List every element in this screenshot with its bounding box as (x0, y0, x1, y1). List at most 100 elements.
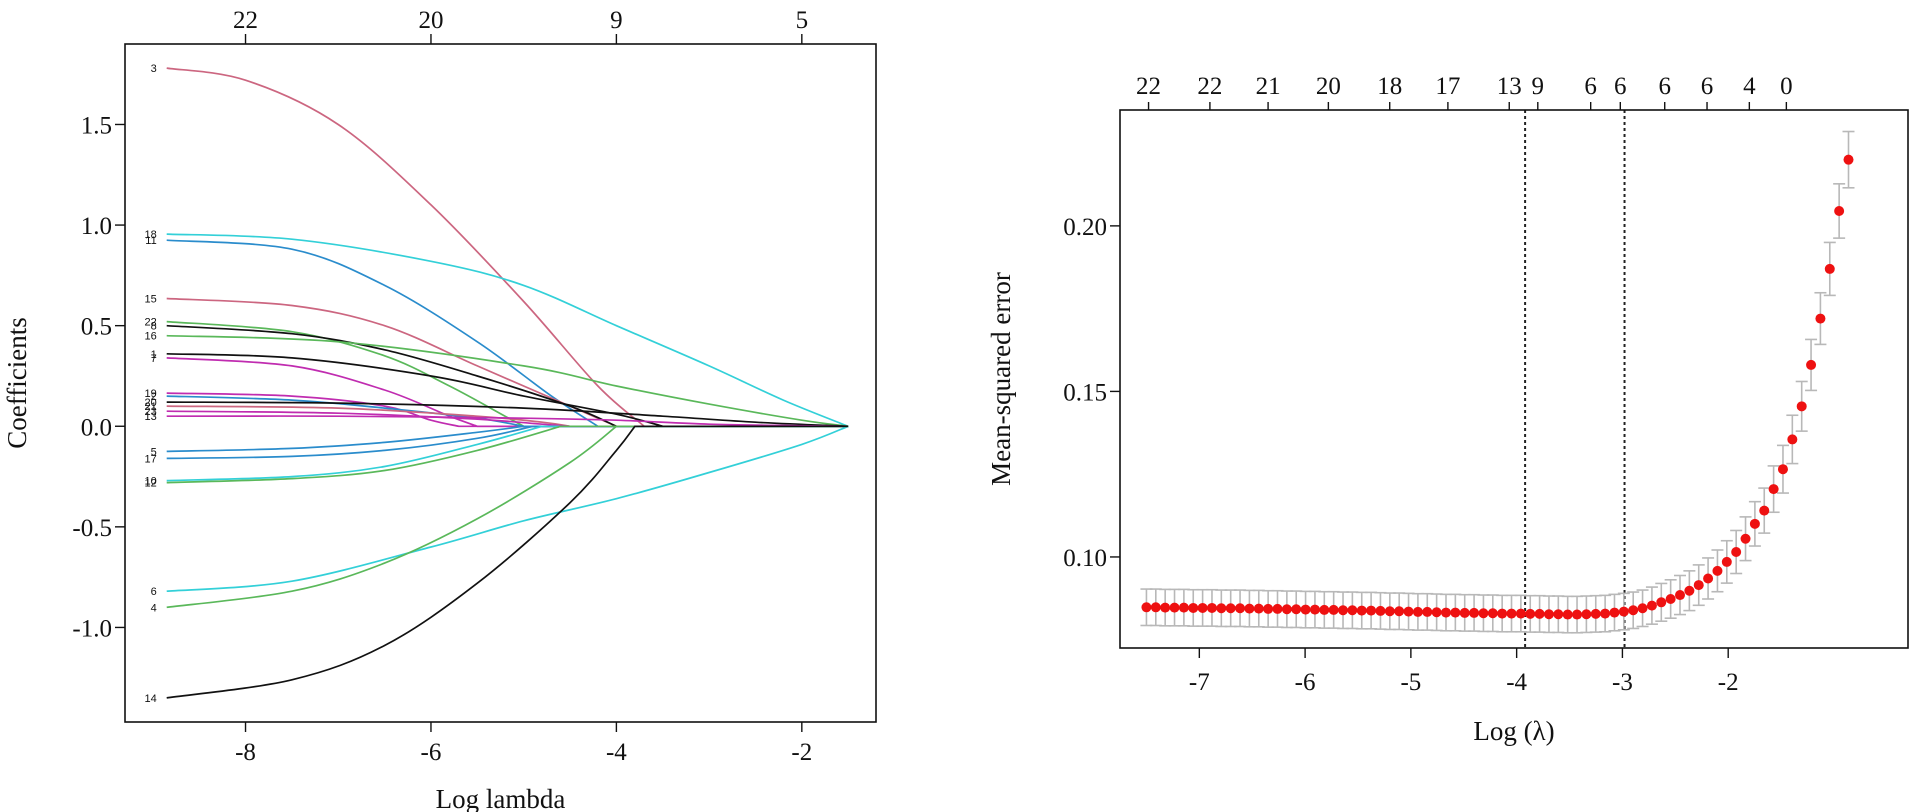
mse-point (1235, 603, 1246, 614)
mse-point (1515, 608, 1526, 619)
path-label: 8 (151, 321, 157, 333)
mse-point (1646, 600, 1657, 611)
path-label: 7 (151, 353, 157, 365)
coef-path-22 (166, 320, 849, 428)
x-tick-label: -8 (235, 739, 256, 766)
top-tick-label: 6 (1614, 73, 1627, 100)
top-tick-label: 6 (1584, 73, 1597, 100)
mse-point (1618, 606, 1629, 617)
mse-point (1440, 607, 1451, 618)
top-tick-label: 5 (796, 7, 809, 34)
mse-point (1141, 602, 1152, 613)
y-tick-label: -1.0 (72, 615, 112, 642)
x-tick-label: -6 (421, 739, 442, 766)
mse-point (1412, 606, 1423, 617)
mse-point (1347, 605, 1358, 616)
mse-point (1459, 607, 1470, 618)
top-tick-label: 9 (1532, 73, 1545, 100)
path-label: 15 (144, 294, 156, 306)
mse-point (1469, 607, 1480, 618)
mse-point (1534, 608, 1545, 619)
mse-point (1422, 606, 1433, 617)
y-axis-label: Mean-squared error (986, 272, 1016, 486)
mse-point (1656, 597, 1667, 608)
x-tick-label: -2 (791, 739, 812, 766)
path-label: 20 (144, 397, 156, 409)
mse-point (1590, 608, 1601, 619)
plot-frame (1119, 109, 1909, 649)
y-axis-ticks: 1.5 1.0 0.5 0.0 -0.5 -1.0 (72, 112, 125, 642)
mse-point (1253, 603, 1264, 614)
path-label: 14 (144, 693, 156, 705)
y-tick-label: 0.10 (1063, 545, 1107, 572)
coef-path-17 (166, 425, 849, 460)
mse-point (1843, 154, 1854, 165)
path-label: 12 (144, 478, 156, 490)
mse-point (1712, 565, 1723, 576)
mse-point (1178, 602, 1189, 613)
error-bars (1140, 130, 1855, 634)
mse-point (1300, 604, 1311, 615)
path-label: 4 (151, 602, 157, 614)
top-tick-label: 22 (233, 7, 258, 34)
x-tick-label: -5 (1400, 669, 1421, 696)
mse-point (1675, 590, 1686, 601)
coef-path-8 (166, 324, 849, 428)
top-tick-label: 17 (1435, 73, 1460, 100)
mse-point (1684, 585, 1695, 596)
mse-point (1206, 602, 1217, 613)
coef-path-6 (166, 425, 849, 593)
mse-point (1572, 609, 1583, 620)
path-label: 16 (144, 331, 156, 343)
mse-point (1543, 609, 1554, 620)
mse-point (1263, 603, 1274, 614)
mse-point (1309, 604, 1320, 615)
mse-point (1796, 401, 1807, 412)
y-tick-label: 1.0 (81, 213, 112, 240)
mse-point (1197, 602, 1208, 613)
coef-path-16 (166, 334, 849, 428)
top-tick-label: 13 (1497, 73, 1522, 100)
coef-path-4 (166, 425, 849, 609)
mse-point (1768, 484, 1779, 495)
top-tick-label: 4 (1743, 73, 1756, 100)
mse-point (1749, 518, 1760, 529)
mse-point (1384, 606, 1395, 617)
coef-path-7 (166, 357, 849, 428)
top-tick-label: 18 (1377, 73, 1402, 100)
path-label: 13 (144, 411, 156, 423)
coefficient-paths (166, 67, 849, 699)
mse-point (1169, 602, 1180, 613)
path-label: 6 (151, 586, 157, 598)
y-tick-label: 0.5 (81, 314, 112, 341)
mse-point (1787, 434, 1798, 445)
mse-point (1721, 556, 1732, 567)
mse-point (1806, 359, 1817, 370)
mse-point (1150, 602, 1161, 613)
mse-point (1609, 607, 1620, 618)
mse-point (1160, 602, 1171, 613)
mse-point (1431, 607, 1442, 618)
mse-point (1562, 609, 1573, 620)
mse-point (1693, 580, 1704, 591)
mse-points (1141, 154, 1854, 620)
mse-point (1450, 607, 1461, 618)
mse-point (1487, 608, 1498, 619)
coef-path-5 (166, 425, 849, 453)
top-tick-label: 21 (1256, 73, 1281, 100)
top-tick-label: 20 (418, 7, 443, 34)
y-tick-label: 0.15 (1063, 379, 1107, 406)
x-tick-label: -6 (1295, 669, 1316, 696)
mse-point (1637, 603, 1648, 614)
mse-point (1394, 606, 1405, 617)
mse-point (1740, 533, 1751, 544)
mse-point (1403, 606, 1414, 617)
top-axis-ticks: 22 20 9 5 (233, 7, 808, 44)
coef-path-3 (166, 67, 849, 428)
x-axis-label: Log lambda (436, 784, 566, 812)
mse-point (1375, 605, 1386, 616)
mse-point (1777, 464, 1788, 475)
path-label: 2 (151, 391, 157, 403)
